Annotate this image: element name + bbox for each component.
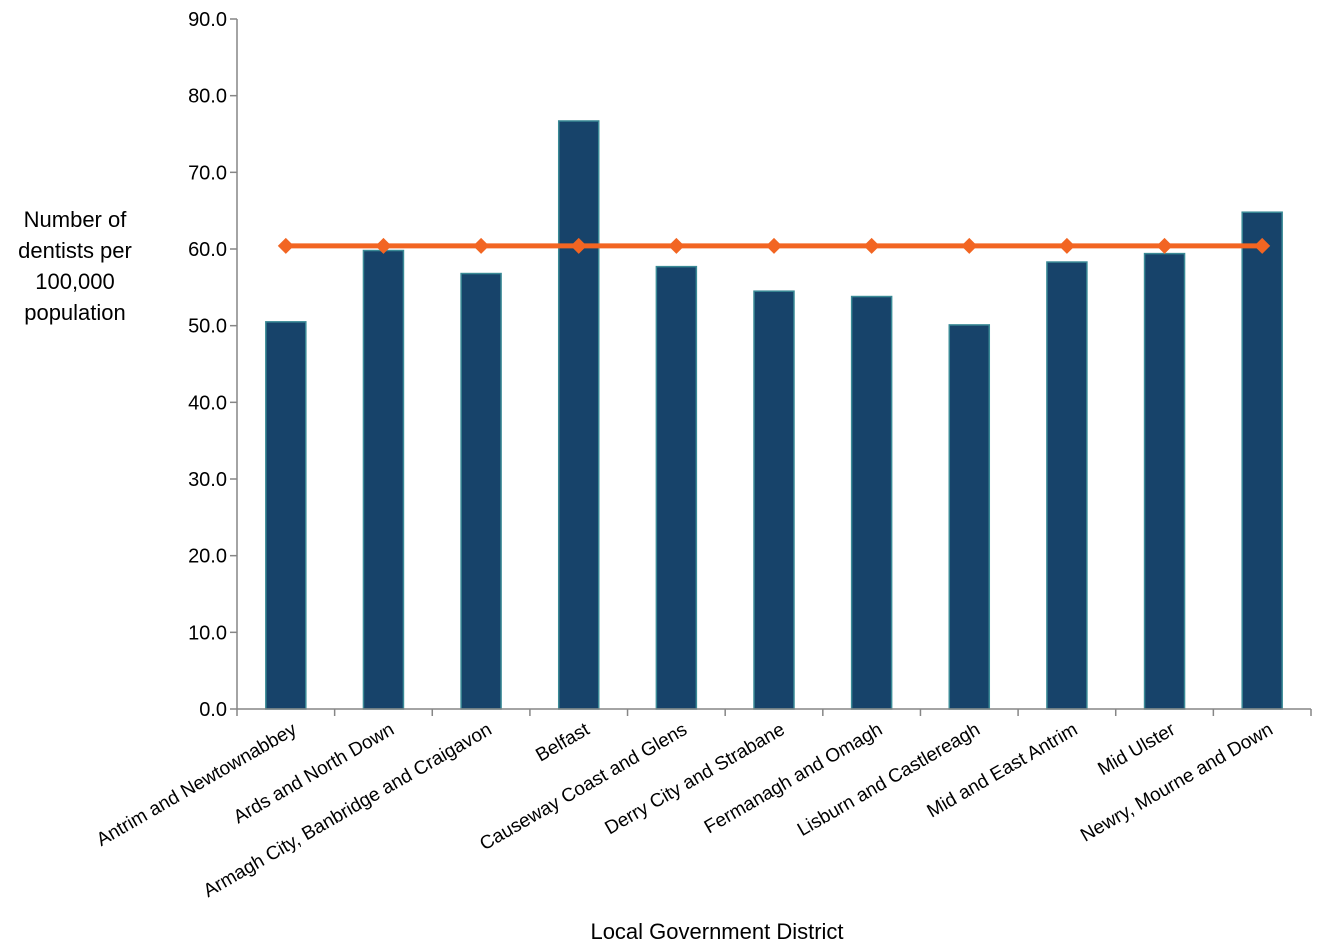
y-axis-title-line: population bbox=[24, 300, 126, 325]
y-axis-title-line: 100,000 bbox=[35, 269, 115, 294]
y-tick-label: 0.0 bbox=[199, 699, 227, 721]
x-tick-label: Mid Ulster bbox=[1094, 719, 1179, 780]
x-tick-label: Lisburn and Castlereagh bbox=[794, 719, 984, 841]
y-tick-label: 40.0 bbox=[188, 392, 227, 414]
y-axis-title-line: dentists per bbox=[18, 238, 132, 263]
line-marker bbox=[375, 237, 392, 254]
bar bbox=[948, 324, 991, 710]
x-tick-label: Antrim and Newtownabbey bbox=[93, 719, 301, 851]
line-marker bbox=[473, 237, 490, 254]
line-marker bbox=[570, 237, 587, 254]
line-marker bbox=[961, 237, 978, 254]
bar bbox=[460, 272, 502, 710]
line-marker bbox=[766, 237, 782, 254]
y-tick-label: 30.0 bbox=[188, 469, 227, 491]
line-marker bbox=[1254, 237, 1271, 254]
y-tick-label: 20.0 bbox=[188, 546, 227, 568]
y-tick-label: 70.0 bbox=[188, 162, 227, 184]
y-axis-title: Number of dentists per 100,000 populatio… bbox=[0, 204, 150, 328]
line-marker bbox=[277, 237, 294, 254]
bar bbox=[753, 290, 795, 710]
x-tick-label: Fermanagh and Omagh bbox=[701, 719, 886, 838]
bar bbox=[557, 120, 600, 710]
y-tick-label: 50.0 bbox=[188, 316, 227, 338]
x-axis-title: Local Government District bbox=[590, 919, 844, 944]
x-tick-label: Belfast bbox=[532, 719, 593, 767]
y-axis-title-line: Number of bbox=[23, 207, 127, 232]
bar bbox=[265, 321, 307, 710]
bar bbox=[1046, 261, 1088, 710]
bar bbox=[655, 265, 698, 710]
x-tick-label: Derry City and Strabane bbox=[601, 719, 788, 839]
bar bbox=[850, 295, 893, 710]
bar bbox=[1143, 252, 1186, 710]
bar bbox=[362, 249, 405, 710]
line-marker bbox=[1058, 237, 1075, 254]
y-tick-label: 60.0 bbox=[188, 239, 227, 261]
line-marker bbox=[668, 237, 685, 254]
y-tick-label: 10.0 bbox=[188, 622, 227, 644]
line-marker bbox=[863, 237, 880, 254]
y-tick-label: 90.0 bbox=[188, 9, 227, 31]
x-tick-label: Ards and North Down bbox=[230, 719, 398, 828]
y-tick-label: 80.0 bbox=[188, 86, 227, 108]
line-marker bbox=[1156, 237, 1173, 254]
bar bbox=[1241, 211, 1283, 710]
